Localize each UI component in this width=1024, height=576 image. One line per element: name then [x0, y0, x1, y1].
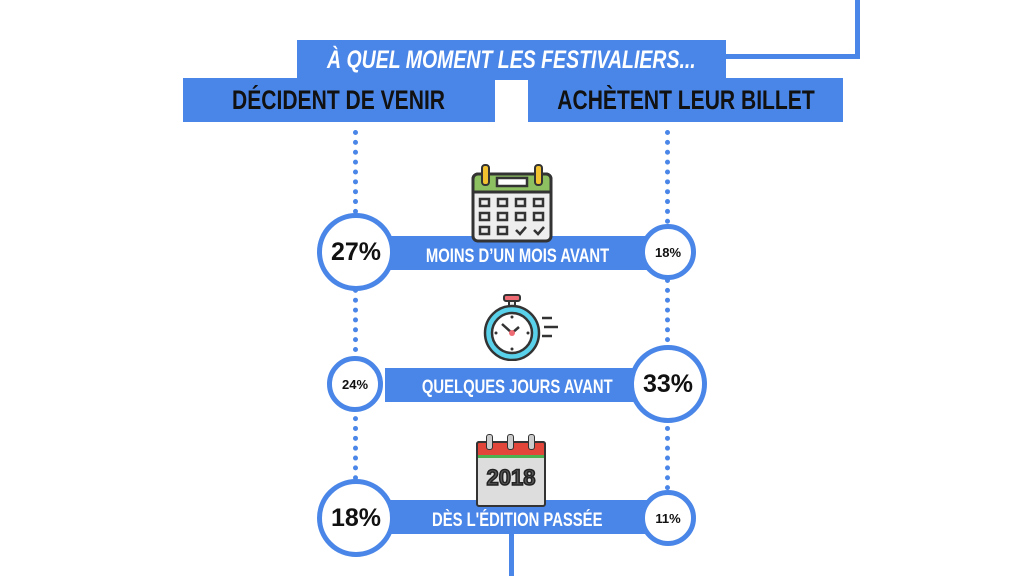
calendar-2018-icon: 2018 — [476, 432, 546, 507]
left-heading-banner: DÉCIDENT DE VENIR — [183, 78, 495, 122]
decide-value: 18% — [330, 503, 382, 532]
row-label: DÈS L'ÉDITION PASSÉE — [432, 510, 603, 531]
right-heading-banner: ACHÈTENT LEUR BILLET — [528, 78, 843, 122]
buy-percent: 33% — [629, 345, 707, 423]
row-label: QUELQUES JOURS AVANT — [422, 377, 613, 398]
calendar-year: 2018 — [486, 464, 536, 491]
left-dotted-line — [353, 130, 358, 530]
calendar-icon — [471, 164, 553, 243]
connector-line — [509, 534, 514, 576]
title: À QUEL MOMENT LES FESTIVALIERS... — [327, 45, 696, 74]
buy-value: 11% — [655, 510, 681, 526]
decide-value: 24% — [341, 376, 369, 392]
row-bar: QUELQUES JOURS AVANT — [385, 368, 650, 402]
buy-value: 33% — [642, 369, 694, 398]
decide-value: 27% — [330, 237, 382, 266]
row-label: MOINS D’UN MOIS AVANT — [425, 246, 610, 267]
stopwatch-icon — [483, 294, 558, 361]
decide-percent: 18% — [317, 479, 395, 557]
connector-line — [726, 54, 860, 59]
right-dotted-line — [665, 130, 670, 530]
left-heading: DÉCIDENT DE VENIR — [232, 84, 446, 115]
connector-line — [855, 0, 860, 59]
right-heading: ACHÈTENT LEUR BILLET — [556, 84, 815, 115]
buy-value: 18% — [654, 244, 682, 260]
buy-percent: 11% — [640, 490, 696, 546]
buy-percent: 18% — [640, 224, 696, 280]
decide-percent: 24% — [327, 356, 383, 412]
decide-percent: 27% — [317, 213, 395, 291]
title-banner: À QUEL MOMENT LES FESTIVALIERS... — [297, 40, 726, 80]
